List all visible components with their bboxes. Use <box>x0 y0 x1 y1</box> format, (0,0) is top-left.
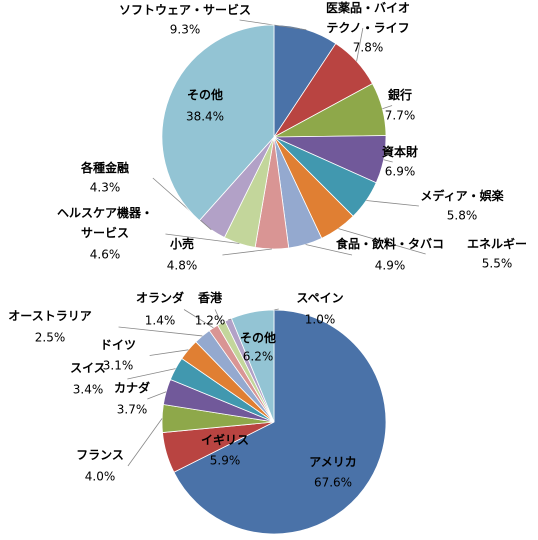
leader-line <box>165 233 240 244</box>
slice-label: 各種金融 <box>80 160 129 175</box>
value-label: 5.9% <box>210 454 241 468</box>
slice-label: スイス <box>70 361 106 375</box>
value-label: 6.9% <box>385 165 416 179</box>
value-label: 3.1% <box>103 359 134 373</box>
leader-line <box>366 200 419 207</box>
value-label: 9.3% <box>170 23 201 37</box>
leader-line <box>147 391 167 400</box>
value-label: 1.2% <box>195 314 226 328</box>
slice-label: フランス <box>76 448 124 462</box>
slice-label: ドイツ <box>100 338 136 352</box>
pie-slice <box>161 24 275 222</box>
slice-label: アメリカ <box>309 455 356 469</box>
leader-line <box>127 368 176 380</box>
slice-label: ヘルスケア機器・サービス <box>57 205 153 240</box>
value-label: 1.4% <box>145 314 176 328</box>
value-label: 6.2% <box>243 350 274 364</box>
leader-line <box>152 177 212 231</box>
value-label: 5.5% <box>482 257 513 271</box>
slice-label: メディア・娯楽 <box>420 188 504 203</box>
leader-line <box>305 244 353 256</box>
leader-line <box>356 27 364 62</box>
value-label: 3.4% <box>73 383 104 397</box>
leader-line <box>382 105 393 110</box>
slice-label: 銀行 <box>387 87 412 102</box>
leader-line <box>127 418 163 467</box>
value-label: 7.7% <box>385 109 416 123</box>
leader-line <box>222 248 272 256</box>
slice-label: オランダ <box>136 290 184 305</box>
leader-line <box>383 159 393 163</box>
slice-label: その他 <box>187 87 223 102</box>
slice-label: 小売 <box>170 236 194 251</box>
slice-label: 香港 <box>197 290 223 305</box>
value-label: 3.7% <box>117 403 148 417</box>
slice-label: エネルギー <box>467 236 527 251</box>
value-label: 4.6% <box>90 248 121 262</box>
leader-line <box>183 309 214 329</box>
pie-slice <box>230 309 275 423</box>
value-label: 4.3% <box>90 181 121 195</box>
leader-line <box>214 309 222 324</box>
slice-label: 資本財 <box>382 144 418 159</box>
slice-label: その他 <box>240 330 276 345</box>
value-label: 67.6% <box>314 476 352 490</box>
slice-label: オーストラリア <box>8 309 91 323</box>
slice-label: カナダ <box>114 380 150 395</box>
value-label: 4.8% <box>167 259 198 273</box>
value-label: 1.0% <box>305 313 336 327</box>
value-label: 38.4% <box>186 110 224 124</box>
slice-label: 医薬品・バイオテクノ・ライフ <box>326 0 410 35</box>
slice-label: スペイン <box>296 291 343 305</box>
value-label: 4.9% <box>375 259 406 273</box>
value-label: 5.8% <box>447 209 478 223</box>
leader-line <box>149 349 189 356</box>
leader-line <box>338 228 426 255</box>
value-label: 7.8% <box>353 41 384 55</box>
value-label: 4.0% <box>85 470 116 484</box>
slice-label: 食品・飲料・タバコ <box>335 236 444 251</box>
value-label: 2.5% <box>35 331 66 345</box>
leader-line <box>118 326 203 337</box>
slice-label: ソフトウェア・サービス <box>119 2 251 17</box>
slice-label: イギリス <box>201 432 249 447</box>
pie-slice <box>173 309 387 535</box>
